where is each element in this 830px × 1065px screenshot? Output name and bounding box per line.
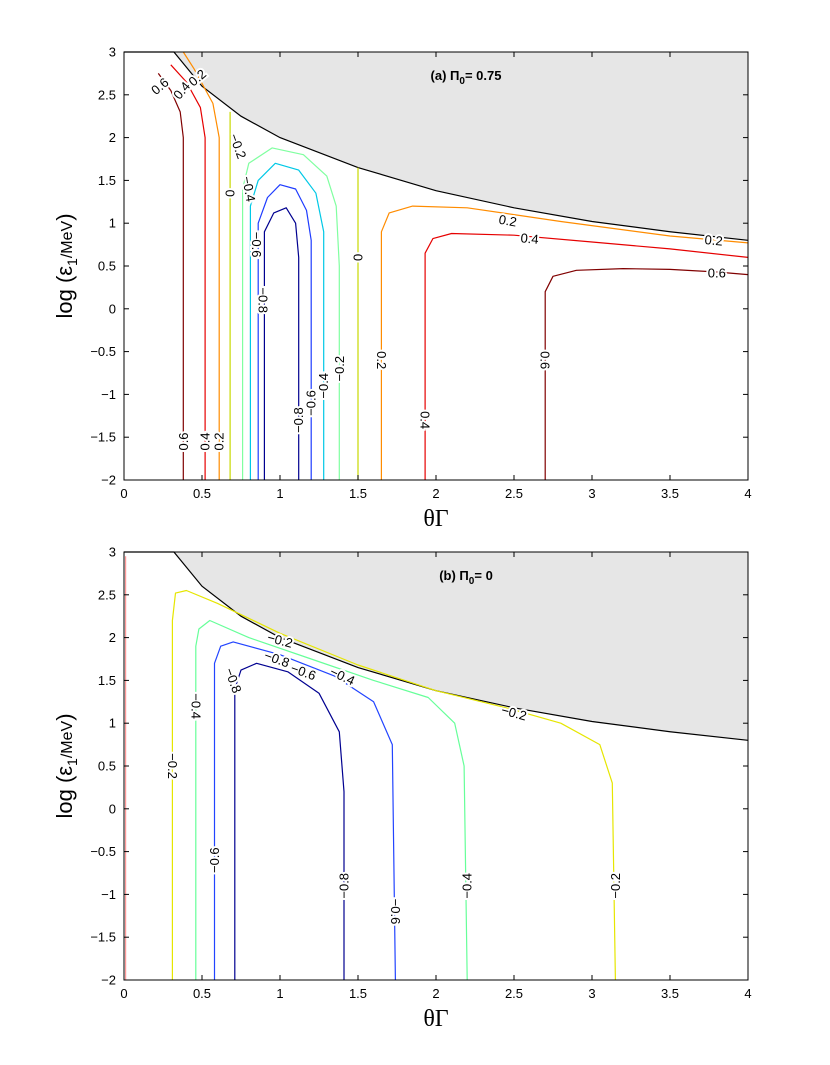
y-tick-label: 0	[109, 801, 116, 816]
panel-b: −0.2−0.4−0.6−0.8−0.2−0.6−0.8−0.4−0.8−0.6…	[52, 545, 752, 1033]
region-boundary	[124, 51, 749, 241]
y-axis-label: log (ε1/MeV)	[52, 713, 80, 818]
contour-line	[195, 619, 468, 981]
contour-label: 0	[223, 190, 238, 197]
x-tick-label: 1	[276, 486, 283, 501]
contour-label: −0.8	[291, 407, 306, 433]
contour-label: −0.6	[207, 847, 222, 873]
y-axis-label: log (ε1/MeV)	[52, 213, 80, 318]
contour-line	[380, 205, 749, 480]
x-tick-label: 3.5	[661, 986, 679, 1001]
forbidden-region	[124, 52, 748, 241]
x-tick-label: 3.5	[661, 486, 679, 501]
contour-line	[257, 184, 312, 480]
panel-title: (b) Π0= 0	[439, 568, 493, 587]
contour-label: 0	[351, 254, 366, 261]
y-tick-label: 1.5	[98, 673, 116, 688]
y-tick-label: 1	[109, 216, 116, 231]
y-tick-label: −2	[101, 973, 116, 988]
contour-label: −0.8	[255, 287, 270, 313]
y-tick-label: 0	[109, 301, 116, 316]
contour-label: −0.4	[460, 873, 475, 899]
contour-line	[213, 641, 396, 981]
y-tick-label: 2	[109, 130, 116, 145]
contour-label: −0.2	[332, 356, 347, 382]
contour-line	[157, 73, 184, 480]
y-tick-label: 1.5	[98, 173, 116, 188]
y-tick-label: 2	[109, 630, 116, 645]
contour-label: 0.6	[708, 265, 726, 280]
contour-line	[170, 64, 206, 480]
y-tick-label: 3	[109, 545, 116, 560]
y-tick-label: 3	[109, 45, 116, 60]
y-tick-label: −1.5	[90, 430, 116, 445]
contour-label: 0.2	[212, 432, 227, 450]
x-tick-label: 0.5	[193, 486, 211, 501]
x-axis-label: θΓ	[423, 1006, 448, 1032]
x-tick-label: 1	[276, 986, 283, 1001]
contour-line	[182, 51, 220, 480]
x-tick-label: 2	[432, 486, 439, 501]
forbidden-region	[124, 552, 748, 741]
y-tick-label: 2.5	[98, 87, 116, 102]
x-tick-label: 1.5	[349, 986, 367, 1001]
panel-a: 0.60.40.2−0.20 −0.4−0.6−0.800.20.40.60.20…	[52, 45, 752, 533]
contour-label: −0.6	[304, 390, 319, 416]
x-axis-label: θΓ	[423, 506, 448, 532]
x-tick-label: 2	[432, 986, 439, 1001]
y-tick-label: −0.5	[90, 844, 116, 859]
contour-label: −0.2	[165, 753, 180, 779]
contour-line	[234, 662, 345, 980]
contour-label: −0.4	[239, 175, 258, 203]
contour-label: 0.2	[374, 351, 389, 369]
contour-label: 0.4	[418, 411, 433, 429]
y-tick-label: −0.5	[90, 344, 116, 359]
x-tick-label: 0	[120, 486, 127, 501]
x-tick-label: 4	[744, 486, 751, 501]
contour-label: 0.2	[498, 212, 518, 230]
contour-line	[544, 268, 749, 480]
contour-line	[242, 147, 340, 480]
contour-label: −0.8	[337, 873, 352, 899]
contour-label: 0.4	[198, 432, 213, 450]
contour-label: −0.2	[608, 873, 623, 899]
contour-label: −0.6	[249, 232, 264, 258]
y-tick-label: −1	[101, 387, 116, 402]
y-tick-label: 0.5	[98, 259, 116, 274]
contour-label: 0.2	[704, 232, 723, 249]
contour-line	[263, 207, 300, 480]
x-tick-label: 4	[744, 986, 751, 1001]
x-tick-label: 2.5	[505, 486, 523, 501]
y-tick-label: −2	[101, 473, 116, 488]
y-tick-label: 1	[109, 716, 116, 731]
x-tick-label: 1.5	[349, 486, 367, 501]
x-tick-label: 0	[120, 986, 127, 1001]
contour-label: 0.4	[520, 230, 539, 247]
contour-label: 0.6	[538, 351, 553, 369]
y-tick-label: −1	[101, 887, 116, 902]
contour-label: −0.4	[188, 693, 203, 719]
contour-line	[424, 232, 749, 480]
contour-label: −0.4	[316, 373, 331, 399]
contour-line	[249, 162, 325, 480]
region-boundary	[124, 551, 749, 741]
x-tick-label: 3	[588, 486, 595, 501]
contour-label: −0.6	[388, 899, 403, 925]
y-tick-label: 0.5	[98, 759, 116, 774]
x-tick-label: 3	[588, 986, 595, 1001]
contour-label: 0.6	[176, 432, 191, 450]
y-tick-label: −1.5	[90, 930, 116, 945]
x-tick-label: 2.5	[505, 986, 523, 1001]
panel-title: (a) Π0= 0.75	[431, 68, 502, 87]
x-tick-label: 0.5	[193, 986, 211, 1001]
y-tick-label: 2.5	[98, 587, 116, 602]
contour-line	[171, 589, 616, 981]
